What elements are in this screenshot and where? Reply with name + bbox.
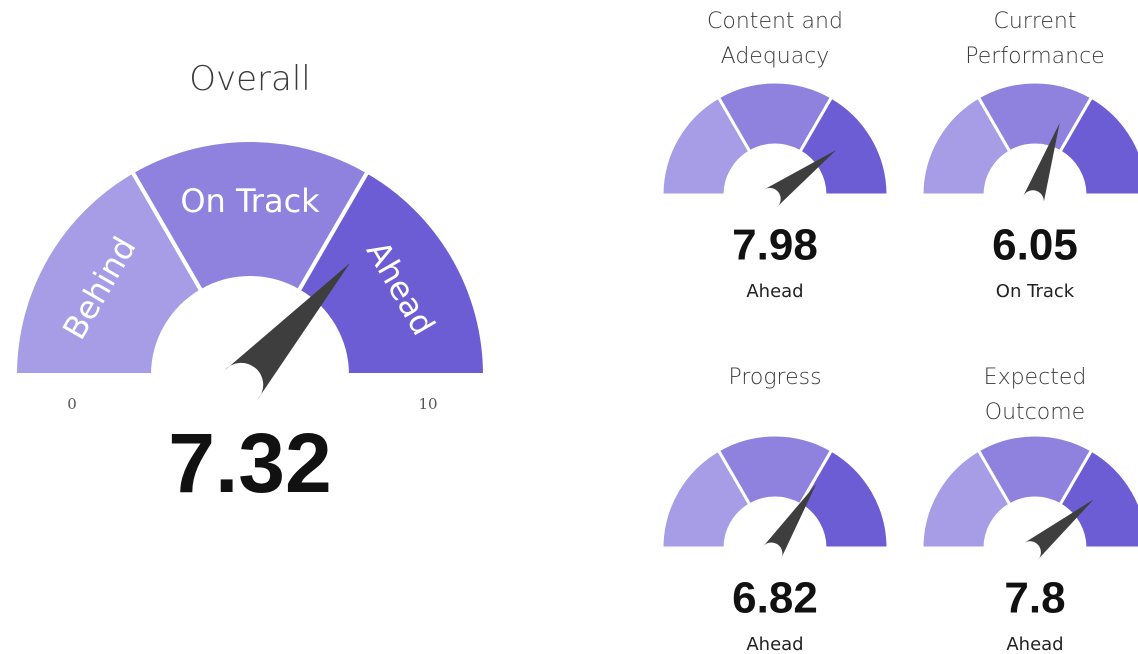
needle-hub — [1027, 196, 1038, 207]
gauge-value: 7.32 — [168, 416, 332, 510]
tick-label: 0 — [67, 395, 77, 413]
needle — [1022, 499, 1094, 561]
gauge-value: 6.82 — [732, 574, 818, 623]
gauge-status: Ahead — [746, 281, 803, 302]
gauge-title: Overall — [189, 59, 311, 99]
gauge-band — [797, 448, 890, 550]
needle — [763, 149, 837, 208]
needle-hub — [232, 375, 251, 394]
gauge-band — [976, 433, 1094, 507]
gauge-band — [660, 95, 753, 197]
needle — [1022, 123, 1060, 205]
gauge-band — [976, 80, 1094, 154]
gauge-band — [660, 448, 753, 550]
needle — [762, 484, 817, 560]
gauge-band — [716, 433, 834, 507]
gauge-status: Ahead — [1006, 634, 1063, 654]
gauge-value: 7.98 — [732, 221, 818, 270]
gauge-band — [1058, 95, 1138, 197]
gauge-band — [12, 168, 205, 377]
gauge-band — [797, 95, 890, 197]
gauge-band — [716, 80, 834, 154]
gauge-title: Current Performance — [965, 9, 1105, 70]
gauge-title: Progress — [728, 365, 822, 390]
gauge-value: 7.8 — [1004, 574, 1065, 623]
needle-hub — [766, 548, 777, 559]
tick-label: 10 — [418, 395, 437, 413]
gauge-value: 6.05 — [992, 221, 1078, 270]
gauge-band — [920, 448, 1012, 550]
needle-hub — [1024, 547, 1035, 558]
needle-hub — [764, 193, 775, 204]
gauge-title: Expected Outcome — [983, 365, 1087, 426]
gauge-band — [129, 138, 371, 294]
band-label: On Track — [180, 182, 320, 220]
needle — [224, 263, 350, 400]
gauge-band — [295, 168, 488, 377]
gauge-status: On Track — [996, 281, 1075, 302]
gauge-band — [920, 95, 1012, 197]
gauge-title: Content and Adequacy — [707, 9, 843, 70]
gauge-status: Ahead — [746, 634, 803, 654]
